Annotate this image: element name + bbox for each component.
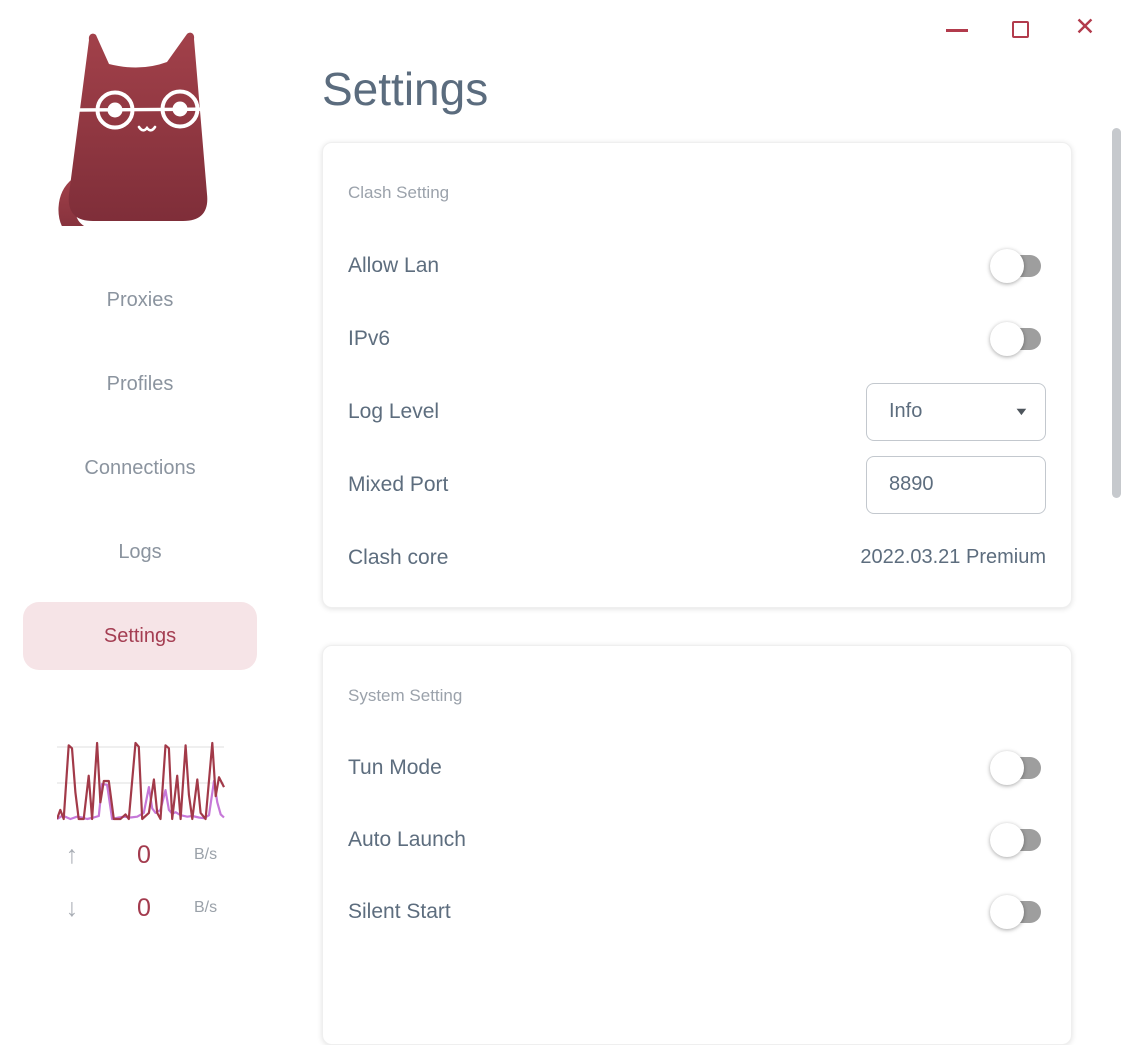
close-icon: ✕	[1074, 13, 1096, 41]
minimize-icon	[946, 28, 968, 32]
silent-start-toggle[interactable]	[990, 895, 1041, 929]
nav-label: Proxies	[106, 288, 174, 311]
setting-label: Silent Start	[348, 900, 451, 923]
traffic-line-purple	[57, 779, 225, 821]
maximize-button[interactable]	[1012, 19, 1032, 39]
maximize-icon	[1012, 20, 1029, 38]
nav-label: Profiles	[106, 372, 174, 395]
section-label: Clash Setting	[348, 183, 450, 202]
sidebar-item-settings[interactable]: Settings	[23, 602, 257, 670]
app-logo-cat-icon	[58, 32, 230, 226]
traffic-chart	[57, 741, 225, 821]
setting-label: IPv6	[348, 326, 391, 350]
setting-label: Clash core	[348, 545, 449, 569]
setting-label: Auto Launch	[348, 828, 466, 851]
close-button[interactable]: ✕	[1070, 11, 1100, 43]
setting-label: Mixed Port	[348, 472, 449, 496]
traffic-line-red	[57, 741, 225, 821]
toggle-knob	[990, 895, 1024, 929]
toggle-knob	[990, 321, 1024, 356]
sidebar-item-connections[interactable]: Connections	[23, 434, 257, 502]
setting-row-log-level: Log Level Info ▼	[348, 375, 1046, 448]
toggle-knob	[990, 248, 1024, 283]
download-stat: ↓ 0 B/s	[50, 893, 240, 923]
section-label: System Setting	[348, 686, 463, 705]
page-title: Settings	[322, 63, 489, 115]
setting-row-ipv6: IPv6	[348, 302, 1046, 375]
upload-unit: B/s	[194, 846, 218, 863]
sidebar-item-profiles[interactable]: Profiles	[23, 350, 257, 418]
log-level-select[interactable]: Info ▼	[866, 382, 1046, 441]
minimize-button[interactable]	[946, 27, 970, 33]
download-value: 0	[137, 893, 151, 922]
auto-launch-toggle[interactable]	[990, 823, 1041, 857]
ipv6-toggle[interactable]	[990, 321, 1041, 356]
nav-label: Logs	[118, 540, 162, 563]
sidebar-nav: Proxies Profiles Connections Logs Settin…	[23, 266, 257, 686]
setting-row-auto-launch: Auto Launch	[348, 804, 1046, 876]
setting-label: Log Level	[348, 399, 440, 423]
setting-row-clash-core: Clash core 2022.03.21 Premium	[348, 521, 1046, 594]
toggle-knob	[990, 823, 1024, 857]
upload-stat: ↑ 0 B/s	[50, 840, 240, 870]
scrollbar-thumb[interactable]	[1112, 128, 1121, 498]
upload-value: 0	[137, 840, 151, 869]
clash-core-value: 2022.03.21 Premium	[860, 546, 1046, 568]
setting-row-silent-start: Silent Start	[348, 876, 1046, 948]
upload-arrow-icon: ↑	[65, 840, 79, 869]
sidebar: Proxies Profiles Connections Logs Settin…	[0, 0, 300, 937]
select-value: Info	[889, 400, 923, 422]
setting-row-tun-mode: Tun Mode	[348, 732, 1046, 804]
clash-setting-card: Clash Setting Allow Lan IPv6 Log Level	[322, 142, 1072, 608]
allow-lan-toggle[interactable]	[990, 248, 1041, 283]
system-setting-card: System Setting Tun Mode Auto Launch Sile…	[322, 645, 1072, 1045]
setting-row-allow-lan: Allow Lan	[348, 229, 1046, 302]
setting-label: Tun Mode	[348, 756, 442, 779]
nav-label: Settings	[103, 624, 177, 647]
chevron-down-icon: ▼	[1013, 405, 1030, 418]
toggle-knob	[990, 751, 1024, 785]
setting-label: Allow Lan	[348, 253, 440, 277]
download-arrow-icon: ↓	[65, 893, 79, 922]
download-unit: B/s	[194, 899, 218, 916]
setting-row-mixed-port: Mixed Port	[348, 448, 1046, 521]
sidebar-item-logs[interactable]: Logs	[23, 518, 257, 586]
window-controls: ✕	[936, 11, 1106, 48]
mixed-port-input[interactable]	[866, 455, 1046, 514]
tun-mode-toggle[interactable]	[990, 751, 1041, 785]
sidebar-item-proxies[interactable]: Proxies	[23, 266, 257, 334]
nav-label: Connections	[84, 456, 196, 479]
